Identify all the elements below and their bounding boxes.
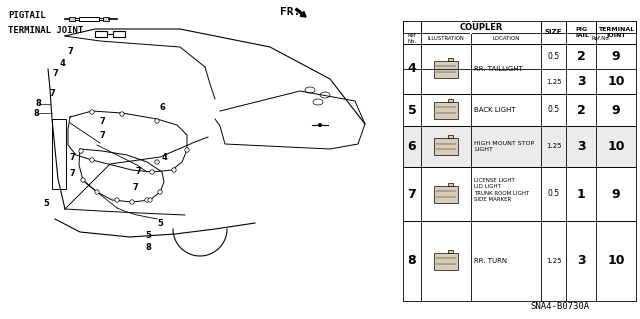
Text: 7: 7 (99, 116, 105, 125)
Text: 7: 7 (99, 130, 105, 139)
Bar (69, 17, 75, 21)
Circle shape (172, 168, 176, 172)
Text: RR. TURN: RR. TURN (474, 258, 507, 264)
Circle shape (130, 200, 134, 204)
Text: 5: 5 (145, 232, 151, 241)
Text: 1.25: 1.25 (546, 78, 561, 85)
Text: 6: 6 (408, 140, 416, 153)
Text: 8: 8 (408, 255, 416, 268)
Text: 5: 5 (157, 219, 163, 228)
Text: 4: 4 (59, 60, 65, 69)
Text: 5: 5 (408, 103, 417, 116)
Bar (434, 101, 458, 118)
Circle shape (155, 119, 159, 123)
Circle shape (318, 123, 322, 127)
Text: 3: 3 (577, 140, 586, 153)
Circle shape (90, 158, 94, 162)
Circle shape (95, 190, 99, 194)
Bar (434, 253, 458, 270)
Bar (448, 182, 453, 186)
Text: TERMINAL
JOINT: TERMINAL JOINT (598, 27, 634, 38)
Text: ILLUSTRATION: ILLUSTRATION (428, 36, 465, 41)
Text: 9: 9 (612, 103, 620, 116)
Circle shape (148, 198, 152, 202)
Text: 10: 10 (607, 140, 625, 153)
Text: HIGH MOUNT STOP
LIGHT: HIGH MOUNT STOP LIGHT (474, 141, 534, 152)
Text: BACK LIGHT: BACK LIGHT (474, 107, 516, 113)
Text: COUPLER: COUPLER (460, 23, 502, 32)
Circle shape (145, 198, 149, 202)
Text: RR. TAILLIGHT: RR. TAILLIGHT (474, 66, 523, 72)
Text: 9: 9 (612, 188, 620, 201)
Text: 6: 6 (159, 102, 165, 112)
Bar (113, 31, 125, 37)
Bar (448, 99, 453, 101)
Text: 8: 8 (35, 100, 41, 108)
Bar (79, 17, 99, 21)
Text: 0.5: 0.5 (547, 106, 559, 115)
Circle shape (90, 110, 94, 114)
Text: 9: 9 (612, 50, 620, 63)
Text: Ref
No.: Ref No. (408, 33, 417, 44)
Text: 7: 7 (132, 182, 138, 191)
Circle shape (150, 170, 154, 174)
Text: Ref.No.: Ref.No. (591, 36, 611, 41)
Circle shape (79, 149, 83, 153)
Text: 7: 7 (69, 152, 75, 161)
Circle shape (155, 160, 159, 164)
Text: 8: 8 (33, 109, 39, 118)
Text: 10: 10 (607, 75, 625, 88)
Text: FR.: FR. (280, 7, 300, 17)
Bar (434, 186, 458, 203)
Bar (448, 249, 453, 253)
Circle shape (185, 148, 189, 152)
Text: TERMINAL JOINT: TERMINAL JOINT (8, 26, 83, 35)
Text: 4: 4 (408, 63, 417, 76)
Circle shape (120, 112, 124, 116)
Text: 1: 1 (577, 188, 586, 201)
Bar (95, 31, 107, 37)
Circle shape (158, 190, 162, 194)
Text: 7: 7 (135, 167, 141, 175)
Text: 7: 7 (67, 47, 73, 56)
Bar (448, 135, 453, 138)
FancyArrow shape (296, 8, 306, 17)
Text: 5: 5 (43, 199, 49, 209)
Text: PIGTAIL: PIGTAIL (8, 11, 45, 20)
Text: 2: 2 (577, 103, 586, 116)
Text: 1.25: 1.25 (546, 144, 561, 150)
Bar (448, 57, 453, 61)
Text: SNA4-B0730A: SNA4-B0730A (531, 302, 589, 311)
Bar (403, 126, 636, 167)
Text: SIZE: SIZE (545, 29, 563, 35)
Bar (52, 119, 66, 189)
Text: 0.5: 0.5 (547, 189, 559, 198)
Text: 7: 7 (408, 188, 417, 201)
Bar (434, 61, 458, 78)
Circle shape (115, 198, 119, 202)
Text: 0.5: 0.5 (547, 52, 559, 61)
Text: 1.25: 1.25 (546, 258, 561, 264)
Text: 7: 7 (49, 90, 55, 99)
Text: 3: 3 (577, 255, 586, 268)
Text: 7: 7 (52, 70, 58, 78)
Text: LOCATION: LOCATION (492, 36, 520, 41)
Circle shape (81, 178, 85, 182)
Bar (434, 138, 458, 155)
Text: PIG
TAIL: PIG TAIL (573, 27, 588, 38)
Text: 2: 2 (577, 50, 586, 63)
Text: 7: 7 (69, 169, 75, 179)
Text: 3: 3 (577, 75, 586, 88)
Text: 4: 4 (162, 152, 168, 161)
Text: LICENSE LIGHT
LID LIGHT
TRUNK ROOM LIGHT
SIDE MARKER: LICENSE LIGHT LID LIGHT TRUNK ROOM LIGHT… (474, 178, 529, 202)
Text: 10: 10 (607, 255, 625, 268)
Text: 8: 8 (145, 242, 151, 251)
Bar (103, 17, 109, 21)
